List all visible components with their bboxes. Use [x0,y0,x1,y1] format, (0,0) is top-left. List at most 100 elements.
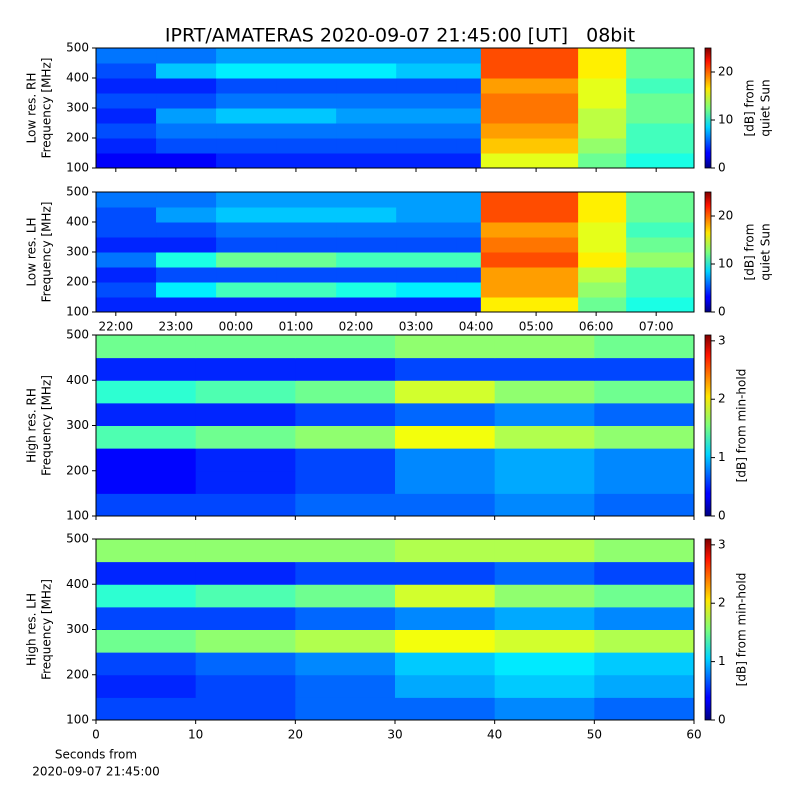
heatmap-cell [276,153,337,169]
y-tick-label: 100 [66,305,89,319]
heatmap-cell [594,335,695,359]
heatmap-cell [216,222,277,238]
heatmap-cell [594,629,695,653]
heatmap-cell [276,297,337,313]
x-tick-label: 22:00 [99,320,134,334]
heatmap-cell [578,237,627,253]
heatmap-cell [336,138,397,154]
heatmap-cell [626,252,695,268]
heatmap-cell [156,123,217,139]
heatmap-cell [96,697,197,721]
x-tick-label: 60 [686,728,701,742]
heatmap-cell [626,63,695,79]
heatmap-cell [395,493,496,517]
x-tick-label: 0 [92,728,100,742]
y-tick-label: 300 [66,245,89,259]
heatmap-cell [336,297,397,313]
y-tick-label: 100 [66,713,89,727]
heatmap-cell [456,63,482,79]
colorbar-label: [dB] from min-hold [735,369,749,483]
heatmap-cell [626,282,695,298]
y-axis-label: Low res. LH [25,217,39,286]
heatmap-cell [395,584,496,608]
heatmap-cell [396,78,457,94]
x-tick-label: 20 [288,728,303,742]
heatmap-cell [578,297,627,313]
colorbar-tick-label: 2 [718,596,726,610]
y-tick-label: 500 [66,185,89,199]
heatmap-cell [96,267,157,283]
x-tick-label: 03:00 [399,320,434,334]
heatmap-cell [295,493,396,517]
heatmap-cell [578,78,627,94]
heatmap-cell [295,335,396,359]
heatmap-cell [494,380,595,404]
colorbar [704,191,712,313]
heatmap-cell [156,108,217,124]
heatmap-cell [96,138,157,154]
heatmap-cell [594,425,695,449]
heatmap-cell [494,357,595,381]
y-tick-label: 500 [66,41,89,55]
heatmap-cell [456,222,482,238]
heatmap-cell [216,48,277,64]
heatmap-cell [336,267,397,283]
heatmap-cell [295,561,396,585]
heatmap-cell [594,357,695,381]
heatmap-cell [96,297,157,313]
heatmap-cell [456,93,482,109]
heatmap-cell [480,237,579,253]
heatmap-cell [480,192,579,208]
heatmap-cell [156,48,217,64]
heatmap-cell [276,267,337,283]
colorbar [704,538,712,721]
heatmap-cell [396,192,457,208]
heatmap-cell [96,252,157,268]
heatmap-cell [494,629,595,653]
heatmap-cell [480,297,579,313]
heatmap-cell [96,357,197,381]
colorbar [704,47,712,169]
x-tick-label: 00:00 [219,320,254,334]
heatmap-cell [96,425,197,449]
heatmap-cell [96,448,197,472]
heatmap-cell [295,652,396,676]
heatmap-cell [395,470,496,494]
heatmap-cell [336,63,397,79]
y-tick-label: 200 [66,275,89,289]
heatmap-cell [396,237,457,253]
heatmap-cell [396,252,457,268]
colorbar-tick-label: 1 [718,654,726,668]
heatmap-cell [395,561,496,585]
heatmap-cell [396,207,457,223]
y-axis-label: High res. RH [25,388,39,463]
heatmap-cell [395,357,496,381]
heatmap-cell [494,697,595,721]
heatmap-cell [216,123,277,139]
heatmap-cell [276,252,337,268]
heatmap-cell [96,48,157,64]
heatmap-cell [456,138,482,154]
heatmap-cell [395,539,496,563]
heatmap-cell [626,297,695,313]
heatmap-cell [395,629,496,653]
heatmap-cell [156,63,217,79]
heatmap-cell [456,108,482,124]
heatmap-cell [195,539,296,563]
heatmap-cell [396,93,457,109]
heatmap-cell [456,297,482,313]
colorbar-tick-label: 10 [718,257,733,271]
heatmap-cell [480,153,579,169]
heatmap-cell [456,153,482,169]
heatmap-cell [578,222,627,238]
heatmap-cell [216,153,277,169]
y-axis-label: Low res. RH [25,73,39,144]
heatmap-cell [96,606,197,630]
x-tick-label: 10 [188,728,203,742]
heatmap-cell [594,380,695,404]
heatmap-cell [96,108,157,124]
heatmap-cell [594,584,695,608]
heatmap-cell [195,470,296,494]
heatmap-cell [295,380,396,404]
heatmap-cell [216,267,277,283]
